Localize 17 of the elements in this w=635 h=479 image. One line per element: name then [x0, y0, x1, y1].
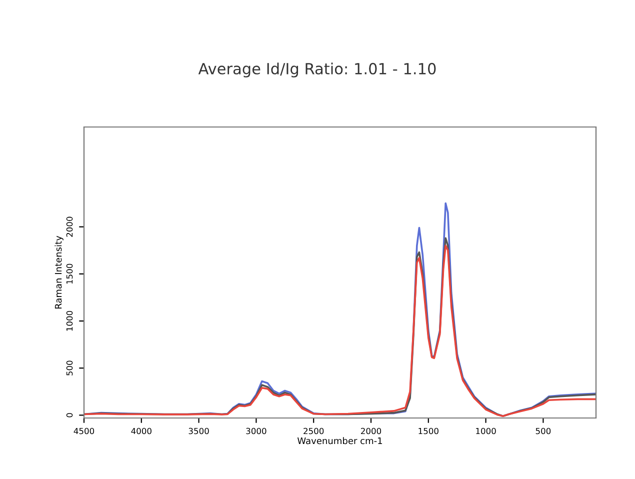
y-tick-label: 0 — [66, 413, 73, 418]
x-tick-label: 4000 — [131, 428, 152, 434]
x-tick-label: 3500 — [188, 428, 209, 434]
y-tick-label: 1500 — [66, 264, 73, 284]
y-axis-title: Raman Intensity — [54, 236, 64, 309]
x-tick-label: 4500 — [74, 428, 94, 434]
y-tick-label: 2000 — [66, 216, 73, 237]
x-tick-label: 2000 — [361, 428, 382, 434]
x-tick-label: 3000 — [246, 428, 266, 434]
y-tick-label: 1000 — [66, 310, 73, 331]
x-tick-label: 1000 — [476, 428, 496, 434]
x-tick-label: 2500 — [304, 428, 324, 434]
chart-title: Average Id/Ig Ratio: 1.01 - 1.10 — [198, 62, 436, 78]
x-axis-title: Wavenumber cm-1 — [297, 437, 382, 444]
y-tick-label: 500 — [66, 360, 73, 376]
x-tick-label: 500 — [536, 428, 551, 434]
x-tick-label: 1500 — [418, 428, 438, 434]
